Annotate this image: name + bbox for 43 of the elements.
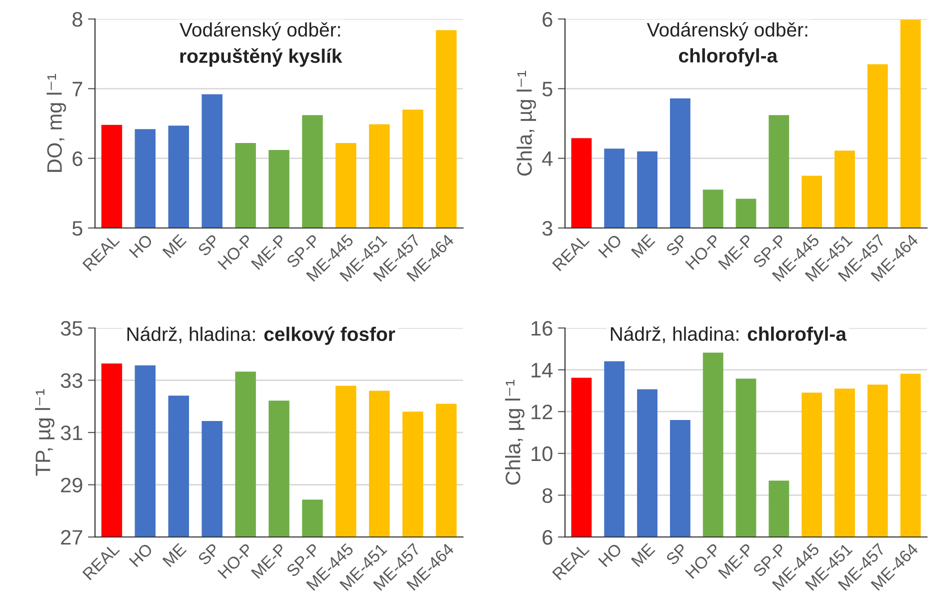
x-tick-label: SP [665,542,688,566]
y-tick-label: 8 [542,488,552,503]
y-tick-label: 6 [72,151,82,166]
y-tick-label: 10 [532,446,552,462]
y-tick-label: 12 [532,404,552,420]
y-tick-label: 7 [72,82,82,96]
y-axis-title: TP, µg l⁻¹ [35,389,54,476]
y-tick-label: 35 [60,321,82,336]
y-tick-label: 27 [61,530,82,545]
x-tick-label: SP [665,234,688,257]
x-tick-label: SP [197,234,220,257]
x-tick-label: SP [197,542,220,566]
x-tick-label: HO [598,234,622,258]
y-axis-title: Chla, µg l⁻¹ [516,70,536,176]
chart-title: Vodárenský odběr: [180,22,340,40]
y-tick-label: 29 [61,478,82,493]
chart-subtitle: chlorofyl-a [748,326,847,345]
chart-title: Nádrž, hladina: [610,326,738,344]
y-tick-label: 31 [60,426,82,440]
y-tick-label: 16 [532,321,552,336]
x-tick-label: ME [630,542,656,568]
y-tick-label: 33 [60,373,82,388]
y-tick-label: 5 [72,221,82,236]
x-tick-label: HO [598,542,622,568]
y-tick-label: 4 [542,152,553,166]
chart-title: Nádrž, hladina: [127,326,255,344]
text: chlorofyl-a [678,48,778,66]
x-tick-label: ME [630,234,656,258]
y-axis-title: DO, mg l⁻¹ [46,74,66,172]
y-tick-label: 3 [542,221,552,236]
x-tick-label: ME [162,542,187,568]
text: rozpuštěný kyslík [180,48,342,67]
y-tick-label: 8 [72,12,82,27]
y-tick-label: 6 [542,12,552,27]
x-tick-label: ME [162,234,187,258]
y-tick-label: 5 [542,82,552,96]
y-axis-title: Chla, µg l⁻¹ [505,380,524,485]
x-tick-label: HO [128,234,154,258]
y-tick-label: 14 [532,363,553,378]
chart-subtitle: celkový fosfor [264,326,396,345]
y-tick-label: 6 [542,530,552,545]
chart-title: Vodárenský odběr: [646,22,808,40]
x-tick-label: HO [128,542,154,568]
